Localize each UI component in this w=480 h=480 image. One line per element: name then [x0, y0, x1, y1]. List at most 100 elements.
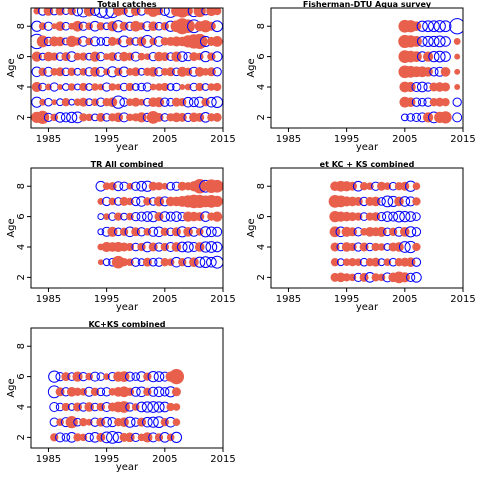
x-tick-label: 1985	[276, 134, 301, 145]
bubble-age4-2007	[412, 242, 421, 252]
bubble-age3-2009	[182, 96, 194, 108]
bubble-age2-2002	[142, 432, 153, 443]
bubble-age4-2011	[194, 242, 205, 252]
bubble-age6-2014	[454, 53, 461, 60]
panel-5: 1985 1995 2005 2015 2 4 6 8 year Age KC+KS combine…	[6, 320, 236, 473]
bubble-age6-2009	[422, 51, 434, 62]
bubble-age5-2003	[148, 226, 159, 237]
y-tick-label: 4	[256, 84, 267, 90]
bubble-age3-1988	[61, 98, 71, 107]
bubble-age8-2003	[148, 181, 158, 191]
bubble-age4-2001	[136, 401, 147, 413]
bubble-age7-2009	[422, 35, 434, 48]
bubble-age4-2007	[171, 242, 182, 252]
bubble-age7-2014	[211, 195, 223, 208]
x-tick-label: 1985	[36, 294, 61, 305]
bubble-age7-1993	[90, 36, 100, 47]
bubbles	[31, 8, 223, 124]
bubble-age4-2003	[149, 83, 157, 91]
bubble-age6-2011	[195, 212, 205, 222]
x-axis-label: year	[116, 302, 139, 313]
bubble-age8-2004	[154, 182, 164, 191]
bubble-age2-2000	[371, 273, 380, 282]
bubble-age3-1995	[102, 258, 111, 267]
bubble-age4-2000	[371, 242, 380, 252]
y-tick-label: 8	[16, 183, 27, 189]
bubble-age6-2007	[411, 51, 422, 62]
y-tick-label: 6	[16, 213, 27, 219]
bubble-age9-2014	[213, 8, 222, 16]
bubble-age9-2011	[193, 8, 206, 18]
bubble-age5-2007	[171, 227, 181, 237]
bubble-age3-2000	[131, 257, 141, 267]
x-tick-label: 2005	[392, 294, 417, 305]
bubble-age2-2004	[154, 433, 164, 442]
x-tick-label: 2005	[152, 134, 177, 145]
x-tick-label: 2005	[152, 454, 177, 465]
bubble-age6-2002	[382, 211, 393, 222]
bubble-age3-2002	[142, 416, 153, 428]
bubble-age8-2012	[439, 20, 452, 33]
bubble-age9-1994	[93, 8, 108, 18]
bubble-age3-2012	[441, 98, 450, 107]
bubble-age5-2004	[153, 386, 165, 398]
bubble-age4-1988	[61, 402, 71, 412]
bubble-age4-2004	[155, 83, 163, 91]
y-tick-label: 6	[16, 53, 27, 59]
x-tick-label: 1995	[334, 294, 359, 305]
bubble-age4-1986	[49, 401, 60, 412]
bubble-age9-2005	[159, 8, 170, 17]
x-tick-label: 2015	[450, 294, 475, 305]
bubble-age4-2000	[131, 83, 140, 91]
bubble-age4-2009	[182, 241, 194, 253]
bubble-age3-1984	[39, 98, 47, 106]
bubble-age7-2011	[192, 33, 208, 50]
bubble-age4-2003	[147, 401, 160, 413]
bubble-age8-2009	[181, 19, 195, 34]
bubble-age7-2010	[428, 35, 440, 48]
bubble-age6-2011	[195, 52, 204, 61]
bubble-age4-1987	[57, 84, 64, 90]
bubble-age5-2013	[206, 226, 217, 238]
y-tick-label: 8	[16, 343, 27, 349]
bubble-age2-1987	[55, 432, 66, 443]
bubble-age2-1989	[66, 111, 78, 123]
plot-frame	[270, 7, 464, 129]
bubble-age6-2003	[147, 371, 159, 383]
y-tick-label: 4	[16, 84, 27, 90]
bubble-age2-2011	[195, 112, 205, 122]
bubble-age3-2003	[147, 416, 159, 428]
bubble-age6-2004	[393, 210, 405, 223]
bubble-age3-2007	[411, 97, 422, 107]
y-tick-label: 6	[16, 373, 27, 379]
plot-frame	[30, 327, 224, 449]
bubble-age5-2009	[183, 226, 193, 237]
bubble-age8-1994	[96, 22, 105, 31]
bubble-age5-2010	[429, 67, 439, 77]
x-tick-label: 2005	[152, 294, 177, 305]
bubble-age3-2011	[435, 97, 445, 107]
bubble-age5-1989	[67, 67, 76, 76]
bubble-age2-2014	[212, 112, 222, 122]
bubble-age2-1984	[36, 110, 50, 124]
x-axis-label: year	[356, 142, 379, 153]
bubble-age8-2014	[449, 18, 463, 35]
y-axis-label: Age	[246, 58, 257, 77]
bubble-age5-2006	[405, 226, 417, 238]
bubble-age5-2012	[199, 226, 212, 238]
bubble-age2-1992	[85, 113, 93, 122]
bubble-age2-2006	[406, 113, 415, 122]
bubble-age3-1993	[330, 258, 340, 267]
bubble-age2-1990	[73, 433, 82, 442]
bubble-age6-1983	[31, 51, 42, 62]
bubble-age5-2011	[194, 66, 205, 77]
bubble-age4-2014	[211, 241, 223, 253]
x-tick-label: 2015	[210, 294, 235, 305]
bubble-age2-2007	[411, 272, 422, 283]
bubble-age4-2006	[166, 402, 175, 412]
bubble-age4-2011	[195, 82, 204, 92]
bubble-age5-1995	[103, 68, 111, 76]
bubble-age8-2001	[377, 181, 387, 191]
bubble-age3-2003	[148, 257, 158, 267]
bubble-age3-1995	[342, 258, 351, 266]
